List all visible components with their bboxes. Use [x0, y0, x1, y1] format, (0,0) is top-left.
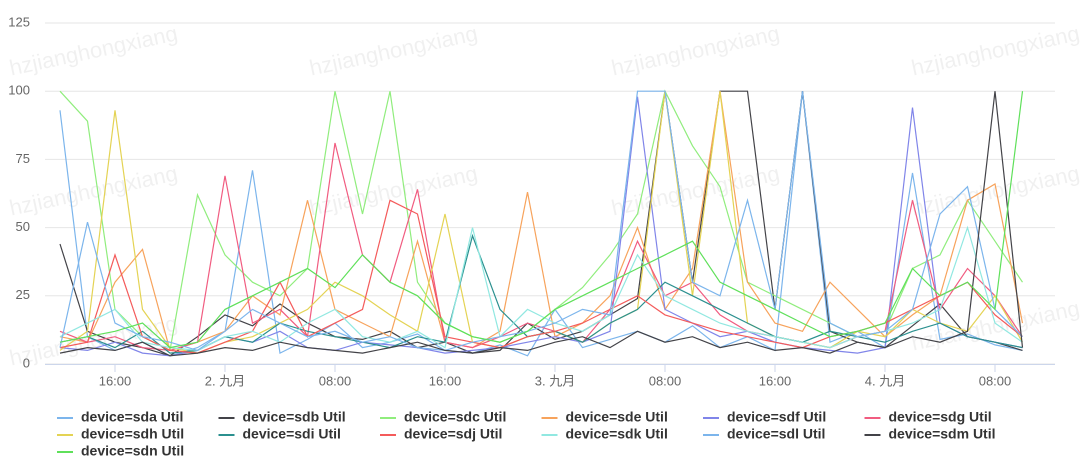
series-line — [59, 142, 1023, 352]
x-tick-label: 4. 九月 — [865, 373, 905, 388]
watermark: hzjianghongxiang — [307, 21, 480, 81]
x-tick-label: 08:00 — [649, 373, 682, 388]
legend-label: device=sdf Util — [727, 409, 826, 425]
series-line — [59, 89, 1023, 352]
legend-label: device=sdl Util — [727, 426, 825, 442]
series-line — [59, 96, 1023, 357]
legend-label: device=sdn Util — [81, 443, 184, 459]
watermark: hzjianghongxiang — [7, 161, 180, 221]
series-line — [59, 91, 1024, 349]
y-tick-label: 125 — [8, 14, 30, 29]
x-tick-label: 08:00 — [319, 373, 352, 388]
x-tick-label: 3. 九月 — [535, 373, 575, 388]
watermark: hzjianghongxiang — [7, 21, 180, 81]
series-line — [59, 91, 1024, 354]
legend-label: device=sdj Util — [404, 426, 502, 442]
x-tick-label: 16:00 — [429, 373, 462, 388]
x-tick-label: 08:00 — [979, 373, 1012, 388]
watermark: hzjianghongxiang — [609, 161, 782, 221]
legend-label: device=sdh Util — [81, 426, 184, 442]
legend-label: device=sdg Util — [889, 409, 992, 425]
y-tick-label: 0 — [23, 355, 30, 370]
series-line — [59, 91, 1024, 352]
legend-label: device=sdb Util — [243, 409, 346, 425]
x-tick-label: 16:00 — [99, 373, 132, 388]
legend-label: device=sdc Util — [404, 409, 506, 425]
y-tick-label: 100 — [8, 83, 30, 98]
series-line — [59, 90, 1023, 352]
y-tick-label: 25 — [16, 287, 30, 302]
y-tick-label: 75 — [16, 151, 30, 166]
x-tick-label: 2. 九月 — [205, 373, 245, 388]
legend-label: device=sdi Util — [243, 426, 341, 442]
watermark: hzjianghongxiang — [909, 21, 1080, 81]
y-tick-label: 50 — [16, 219, 30, 234]
legend-label: device=sde Util — [566, 409, 668, 425]
legend-label: device=sdm Util — [889, 426, 996, 442]
watermark: hzjianghongxiang — [609, 21, 782, 81]
legend-label: device=sdk Util — [566, 426, 668, 442]
x-tick-label: 16:00 — [759, 373, 792, 388]
legend-label: device=sda Util — [81, 409, 183, 425]
watermark: hzjianghongxiang — [909, 161, 1080, 221]
series-line — [59, 91, 1024, 357]
watermark: hzjianghongxiang — [307, 161, 480, 221]
